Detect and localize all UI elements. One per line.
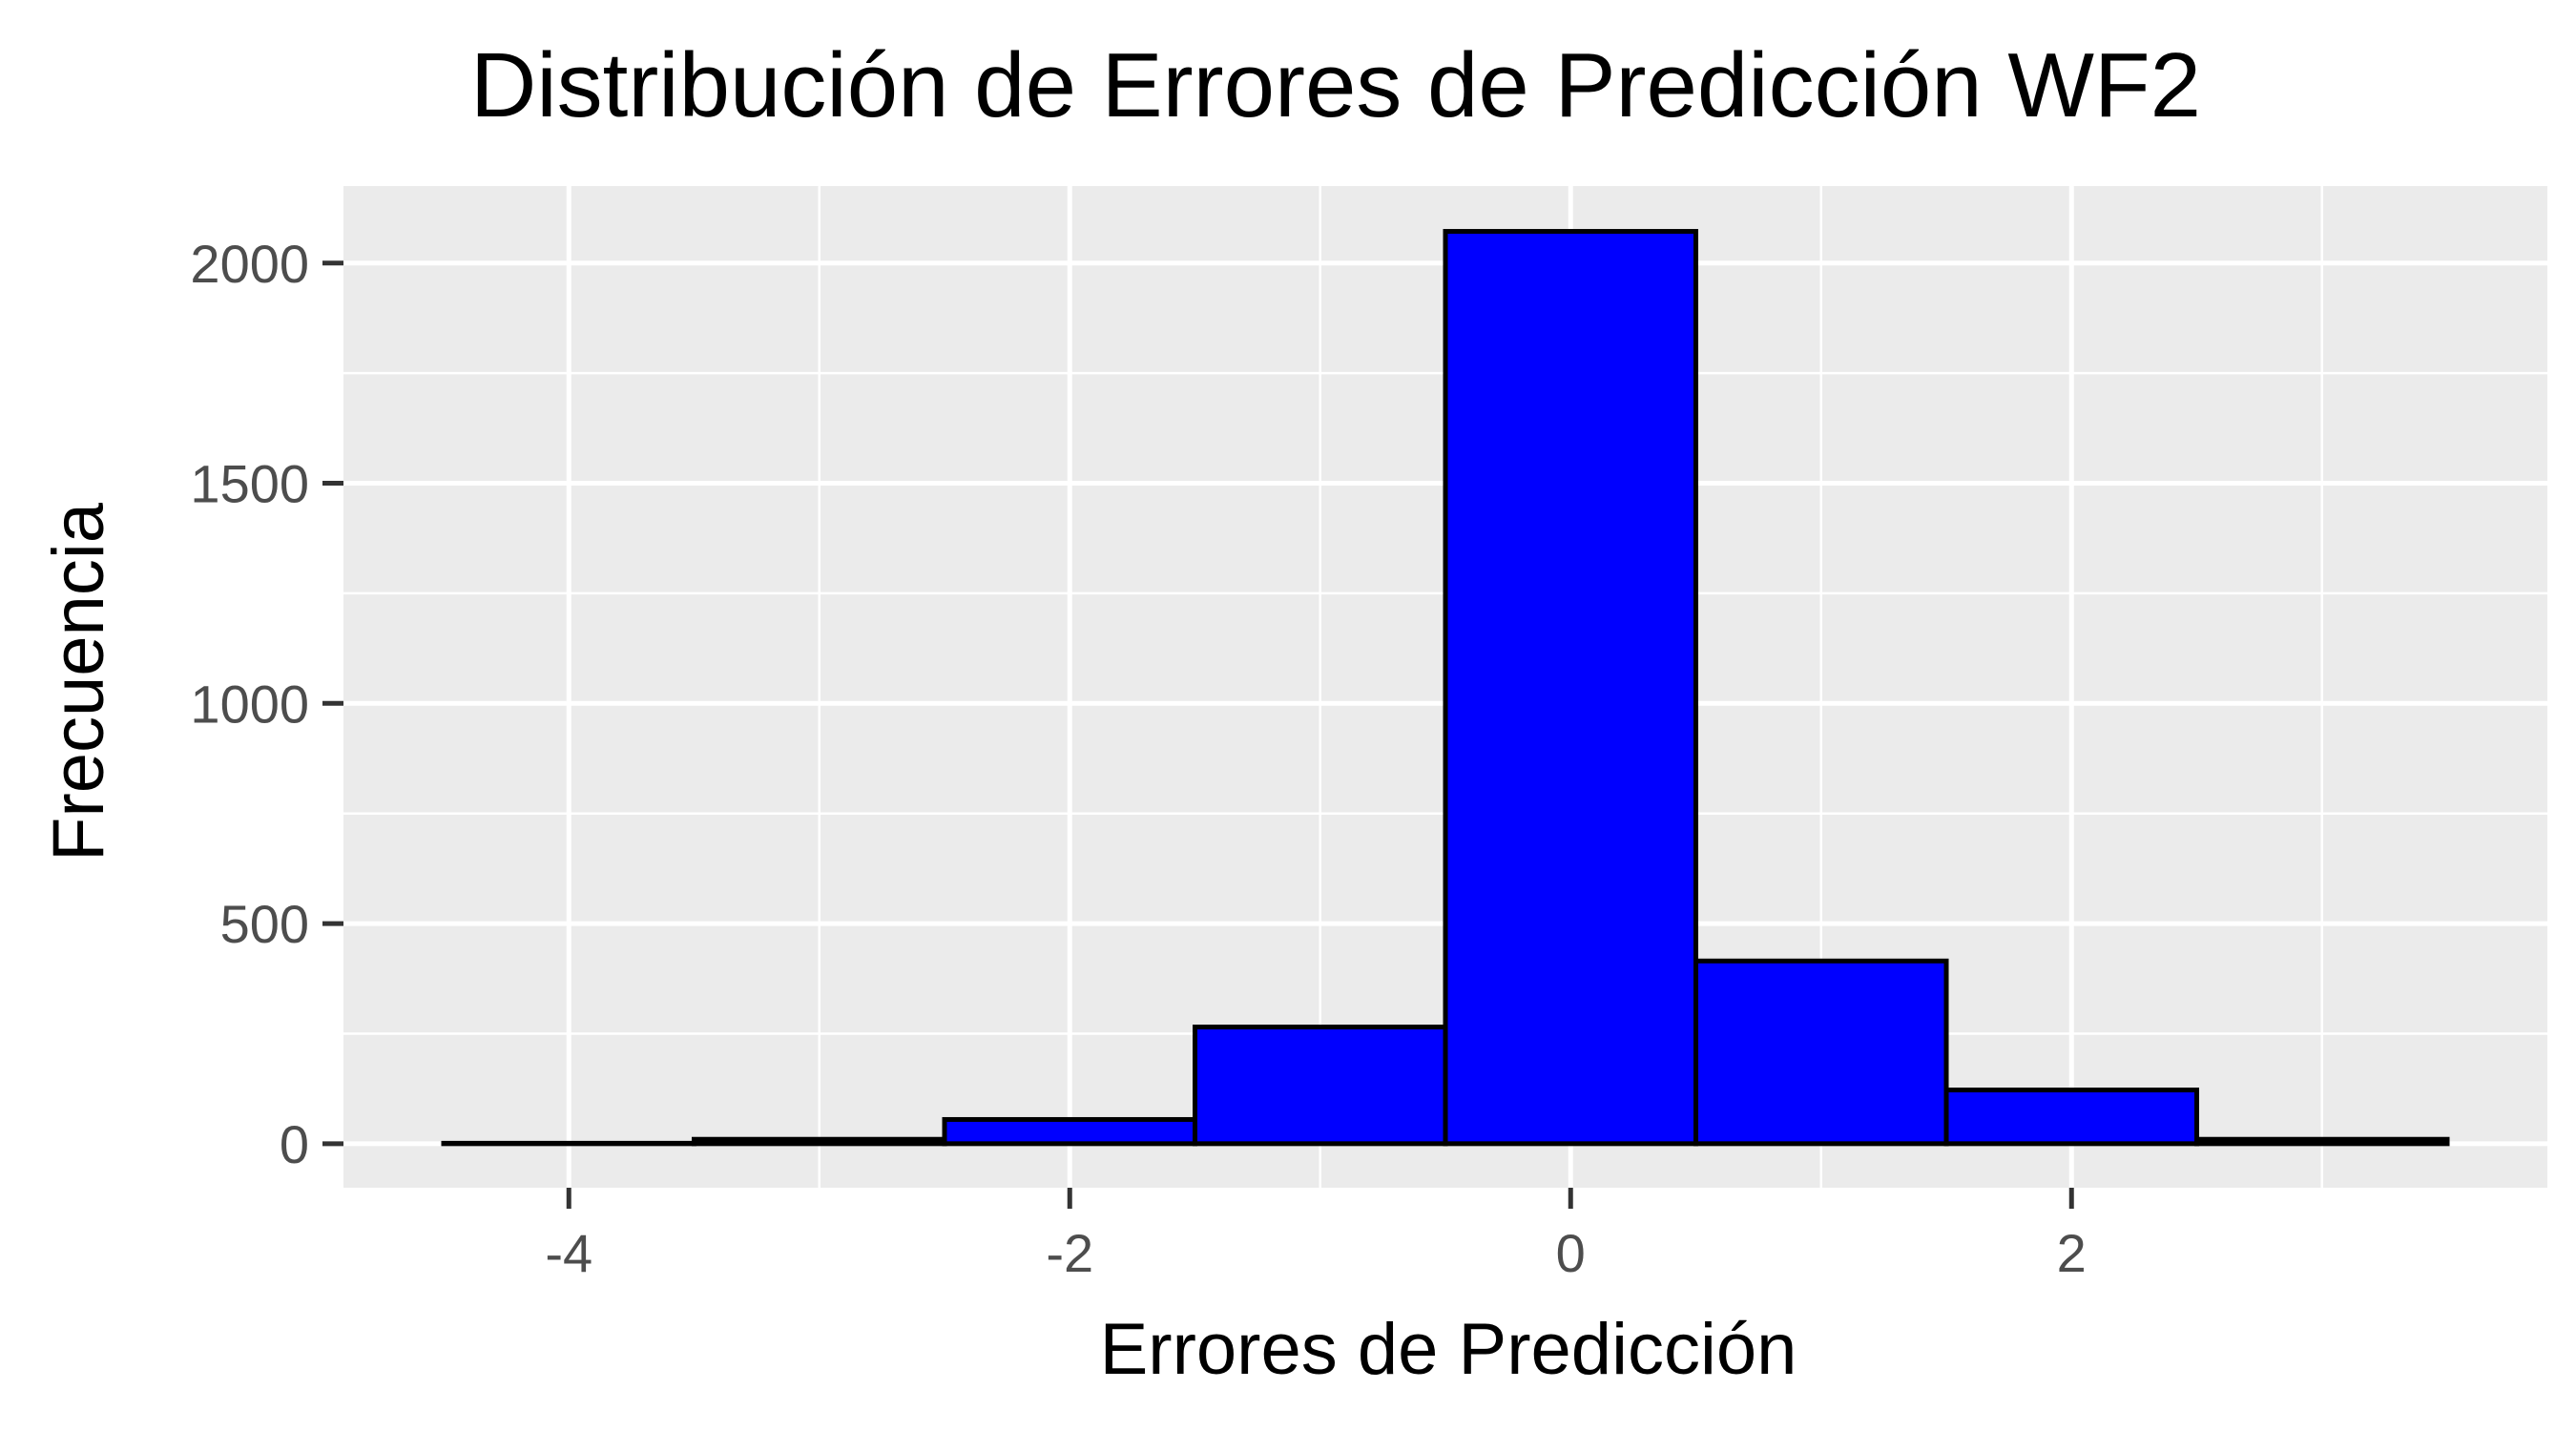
histogram-bar <box>1193 1025 1448 1147</box>
histogram-bar <box>942 1116 1197 1147</box>
histogram-bar <box>1443 229 1698 1147</box>
y-tick-label: 1000 <box>190 674 309 734</box>
histogram-bar <box>1943 1088 2199 1147</box>
histogram-bar <box>2194 1136 2450 1147</box>
y-tick-label: 0 <box>280 1114 309 1174</box>
y-tick-label: 2000 <box>190 234 309 294</box>
y-axis-title: Frecuencia <box>38 502 119 861</box>
histogram-bar <box>1693 958 1949 1147</box>
x-tick-label: -4 <box>545 1223 592 1283</box>
histogram-bar <box>692 1136 947 1147</box>
y-tick-label: 500 <box>220 894 309 954</box>
x-axis: -4 -2 0 2 <box>545 1188 2087 1283</box>
y-tick-label: 1500 <box>190 454 309 514</box>
x-tick-label: 0 <box>1556 1223 1586 1283</box>
x-tick-label: -2 <box>1046 1223 1093 1283</box>
x-tick-label: 2 <box>2057 1223 2087 1283</box>
histogram-bars <box>441 229 2450 1147</box>
chart-title: Distribución de Errores de Predicción WF… <box>470 34 2201 136</box>
y-axis: 0 500 1000 1500 2000 <box>190 234 343 1174</box>
x-axis-title: Errores de Predicción <box>1100 1309 1797 1390</box>
